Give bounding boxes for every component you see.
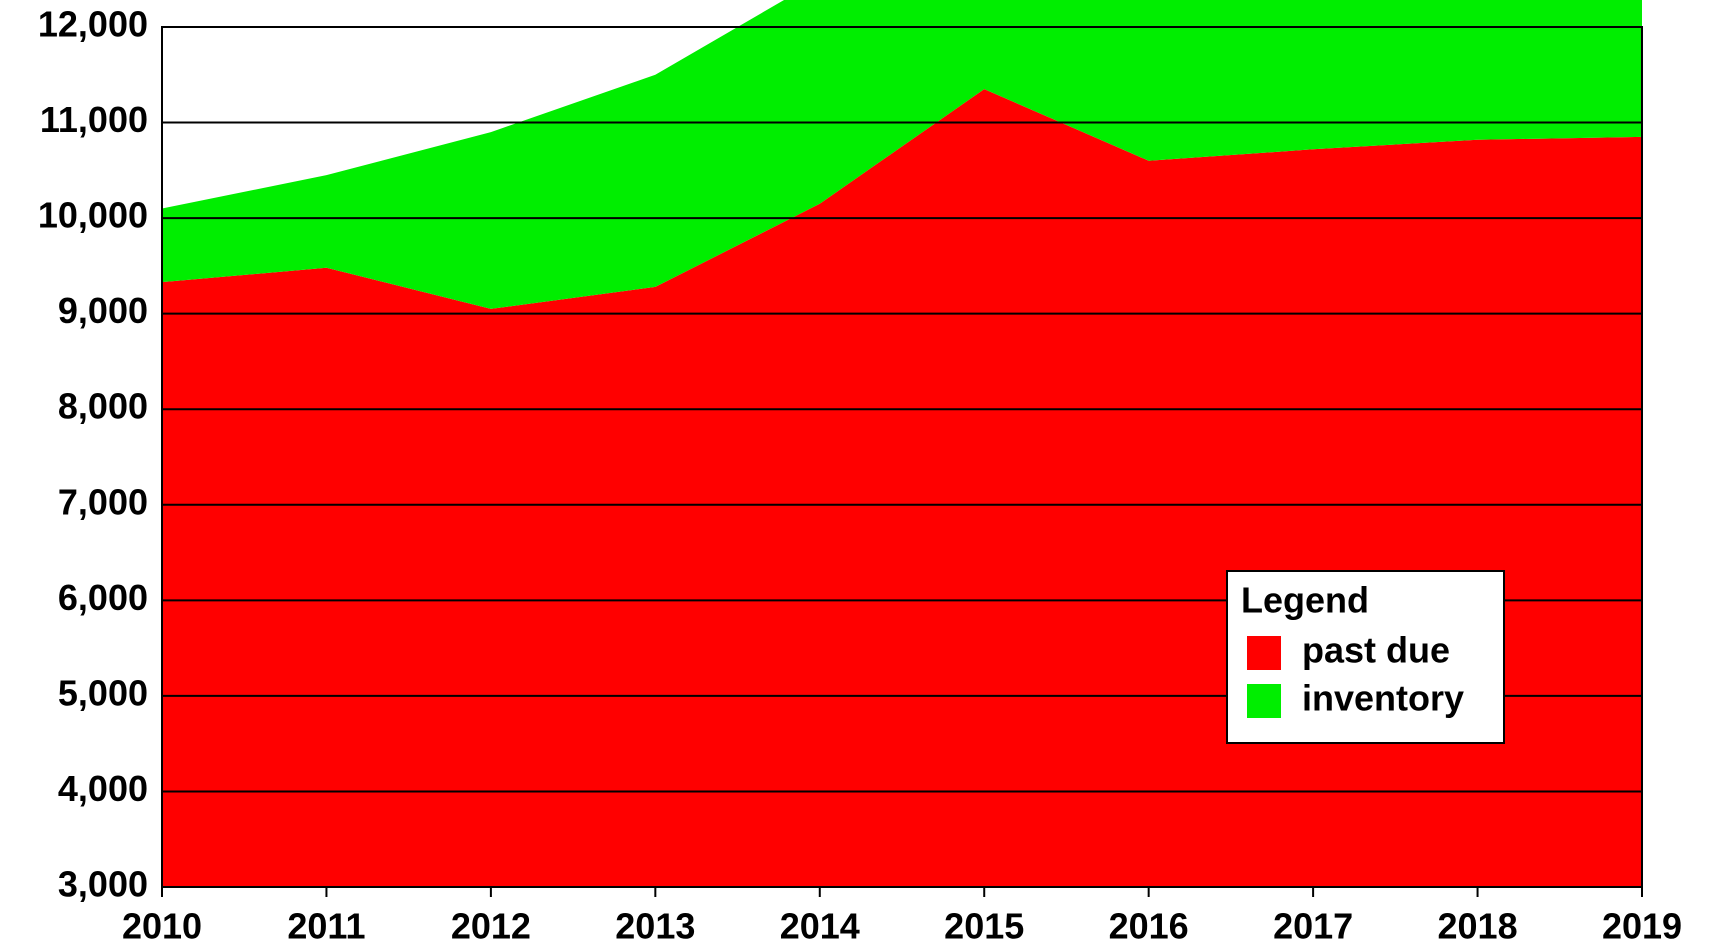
legend-swatch: [1247, 636, 1281, 670]
plot-frame: [161, 26, 1643, 888]
y-tick-label: 8,000: [58, 386, 148, 427]
x-tick-label: 2012: [451, 906, 531, 947]
x-tick-label: 2014: [780, 906, 860, 947]
y-tick-label: 4,000: [58, 768, 148, 809]
legend-label: past due: [1302, 630, 1450, 671]
y-tick-label: 7,000: [58, 481, 148, 522]
x-tick-label: 2016: [1109, 906, 1189, 947]
x-tick-label: 2017: [1273, 906, 1353, 947]
y-tick-label: 5,000: [58, 672, 148, 713]
y-tick-label: 12,000: [38, 4, 148, 45]
x-tick-label: 2011: [287, 906, 365, 947]
y-tick-label: 9,000: [58, 290, 148, 331]
y-tick-label: 3,000: [58, 864, 148, 905]
y-tick-label: 11,000: [40, 99, 148, 140]
x-tick-label: 2019: [1602, 906, 1682, 947]
x-tick-label: 2010: [122, 906, 202, 947]
x-tick-label: 2018: [1438, 906, 1518, 947]
legend-label: inventory: [1302, 678, 1464, 719]
y-tick-label: 6,000: [58, 577, 148, 618]
x-tick-label: 2015: [944, 906, 1024, 947]
area: [162, 0, 1642, 309]
legend-swatch: [1247, 684, 1281, 718]
legend: Legend past due inventory: [1226, 570, 1505, 744]
legend-title: Legend: [1241, 580, 1369, 621]
y-tick-label: 10,000: [38, 195, 148, 236]
x-tick-label: 2013: [615, 906, 695, 947]
